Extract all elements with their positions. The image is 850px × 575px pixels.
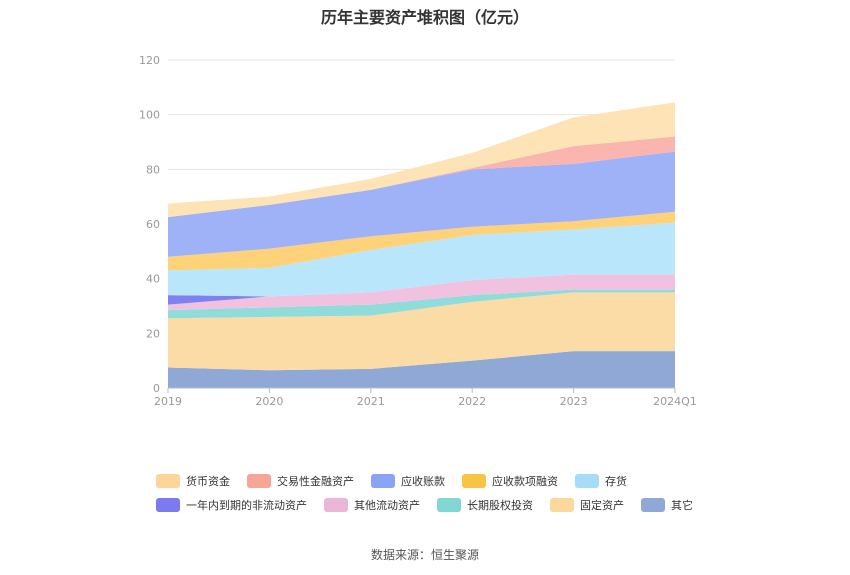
y-tick-label: 80 [146, 163, 160, 176]
legend-label: 固定资产 [580, 498, 624, 512]
legend-swatch [324, 498, 348, 512]
area-series [168, 102, 675, 388]
legend-swatch [641, 498, 665, 512]
area-存货 [168, 222, 675, 297]
legend-label: 交易性金融资产 [277, 474, 354, 488]
area-其他流动资产 [168, 274, 675, 311]
area-长期股权投资 [168, 289, 675, 319]
area-应收款项融资 [168, 211, 675, 271]
legend-label: 应收账款 [401, 474, 445, 488]
legend-label: 存货 [605, 474, 627, 488]
area-其它 [168, 351, 675, 388]
chart-title: 历年主要资产堆积图（亿元） [320, 8, 529, 27]
x-tick-label: 2021 [357, 395, 385, 408]
y-tick-label: 0 [153, 382, 160, 395]
legend-label: 应收款项融资 [492, 474, 558, 488]
legend-swatch [550, 498, 574, 512]
y-tick-label: 20 [146, 327, 160, 340]
x-tick-label: 2024Q1 [653, 395, 697, 408]
legend-swatch [156, 474, 180, 488]
legend-label: 长期股权投资 [467, 498, 533, 512]
data-source-note: 数据来源：恒生聚源 [370, 548, 479, 562]
y-tick-label: 60 [146, 218, 160, 231]
y-tick-label: 40 [146, 273, 160, 286]
legend-swatch [156, 498, 180, 512]
legend-swatch [575, 474, 599, 488]
y-tick-label: 100 [139, 109, 160, 122]
area-货币资金 [168, 102, 675, 218]
area-固定资产 [168, 292, 675, 371]
area-交易性金融资产 [168, 136, 675, 218]
legend-swatch [437, 498, 461, 512]
legend-label: 其它 [671, 498, 693, 512]
x-tick-label: 2022 [458, 395, 486, 408]
legend-label: 货币资金 [186, 474, 230, 488]
legend-label: 其他流动资产 [354, 498, 420, 512]
legend-swatch [462, 474, 486, 488]
area-应收账款 [168, 151, 675, 257]
x-tick-label: 2023 [560, 395, 588, 408]
legend-label: 一年内到期的非流动资产 [186, 498, 307, 512]
legend-swatch [371, 474, 395, 488]
legend-swatch [247, 474, 271, 488]
axes: 0 20 40 60 80 100 120 2019 2020 2021 2022 2023 2024Q… [139, 54, 697, 408]
y-tick-label: 120 [139, 54, 160, 67]
x-tick-label: 2020 [255, 395, 283, 408]
x-tick-label: 2019 [154, 395, 182, 408]
